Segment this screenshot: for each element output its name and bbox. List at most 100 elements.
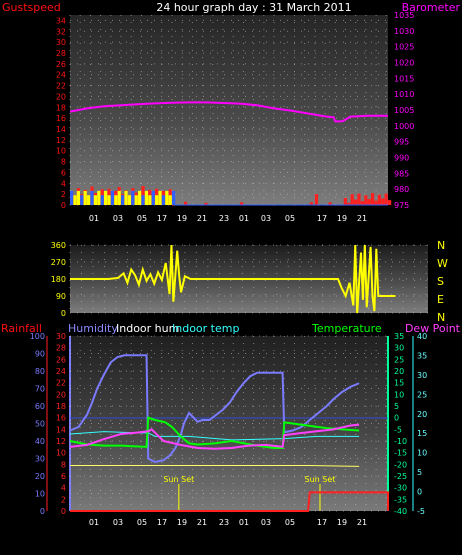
chart3-grid	[69, 335, 388, 512]
humidity-tick: 6	[61, 472, 66, 481]
humidity-tick: 18	[56, 402, 66, 411]
indoor-temp-line	[69, 431, 360, 441]
humidity-tick: 14	[56, 425, 66, 434]
gust-bar	[367, 199, 371, 205]
temperature-tick: 0	[394, 414, 399, 423]
temperature-tick: -25	[394, 472, 407, 481]
barometer-tick: 1030	[394, 27, 414, 36]
dew-point-tick: 25	[417, 390, 427, 399]
barometer-tick: 1025	[394, 43, 414, 52]
time-tick: 03	[113, 518, 123, 527]
barometer-tick: 980	[394, 185, 409, 194]
average-wind-bar	[138, 190, 142, 205]
rainfall-tick: 90	[35, 350, 45, 359]
gust-bar	[240, 202, 244, 205]
gust-bar	[370, 193, 375, 205]
dew-point-label: Dew Point	[405, 322, 461, 335]
gust-tick: 4	[61, 179, 66, 188]
dew-point-tick: 40	[417, 332, 427, 341]
temperature-tick: 5	[394, 402, 399, 411]
average-wind-bar	[144, 190, 149, 205]
average-wind-bar	[127, 195, 132, 205]
time-tick: 19	[177, 214, 187, 223]
dew-point-tick: 35	[417, 351, 427, 360]
wind-compass-tick: W	[437, 257, 448, 270]
dew-point-tick: 5	[417, 468, 422, 477]
humidity-tick: 2	[61, 495, 66, 504]
time-tick: 21	[197, 518, 207, 527]
gust-tick: 0	[61, 201, 66, 210]
average-wind-bar	[155, 195, 159, 205]
temperature-tick: 30	[394, 344, 404, 353]
barometer-tick: 975	[394, 201, 409, 210]
dew-point-line	[69, 423, 360, 450]
temperature-tick: 35	[394, 332, 404, 341]
humidity-tick: 0	[61, 507, 66, 516]
gust-bar	[360, 201, 364, 205]
gust-tick: 12	[56, 136, 66, 145]
dew-point-axis-ticks: -5 0 5 10 15 20 25 30 35 40	[417, 332, 427, 516]
gust-tick: 26	[56, 60, 66, 69]
dew-point-tick: 0	[417, 488, 422, 497]
barometer-tick: 990	[394, 154, 409, 163]
gust-bar	[350, 194, 354, 205]
rainfall-tick: 20	[35, 472, 45, 481]
gust-tick: 32	[56, 27, 66, 36]
average-wind-bar	[87, 195, 91, 205]
average-wind-bar	[104, 190, 108, 205]
average-wind-bar	[141, 195, 145, 205]
gust-bar	[183, 201, 188, 205]
temperature-label: Temperature	[311, 322, 382, 335]
time-tick: 17	[317, 214, 327, 223]
time-tick: 17	[317, 518, 327, 527]
time-tick: 21	[197, 214, 207, 223]
average-wind-bar	[131, 190, 135, 205]
gust-tick: 24	[56, 71, 66, 80]
humidity-tick: 26	[56, 355, 66, 364]
average-wind-bar	[124, 190, 128, 205]
gust-bar	[314, 194, 319, 205]
gust-bar	[309, 202, 313, 205]
humidity-tick: 22	[56, 379, 66, 388]
wind-compass-tick: S	[437, 275, 444, 288]
humidity-tick: 12	[56, 437, 66, 446]
gust-tick: 20	[56, 92, 66, 101]
average-wind-bar	[90, 190, 94, 205]
temperature-tick: 20	[394, 367, 404, 376]
rainfall-tick: 30	[35, 455, 45, 464]
humidity-tick: 28	[56, 344, 66, 353]
chart2-grid	[69, 244, 428, 314]
rainfall-tick: 50	[35, 420, 45, 429]
rainfall-tick: 40	[35, 437, 45, 446]
wind-degree-tick: 270	[51, 258, 66, 267]
average-wind-bar	[110, 190, 115, 205]
gust-bar	[353, 199, 358, 205]
rainfall-tick: 60	[35, 402, 45, 411]
wind-degree-tick: 180	[51, 275, 66, 284]
time-tick: 05	[137, 518, 147, 527]
humidity-tick: 24	[56, 367, 66, 376]
average-wind-bar	[151, 190, 155, 205]
gust-tick: 10	[56, 147, 66, 156]
temperature-tick: -40	[394, 507, 407, 516]
barometer-tick: 1010	[394, 90, 414, 99]
temperature-tick: -35	[394, 495, 407, 504]
gust-bar	[377, 194, 381, 205]
gust-bar	[357, 193, 361, 205]
indoor-temp-label: Indoor temp	[172, 322, 239, 335]
gust-tick: 22	[56, 82, 66, 91]
humidity-label: Humidity	[68, 322, 118, 335]
wind-compass-tick: N	[437, 239, 445, 252]
chart3-series: Sun Set Sun Set	[69, 354, 389, 512]
time-tick: 19	[337, 518, 347, 527]
rainfall-line	[70, 491, 389, 512]
temperature-tick: -5	[394, 425, 402, 434]
barometer-tick: 985	[394, 169, 409, 178]
average-wind-bar	[76, 190, 81, 205]
time-tick: 23	[219, 214, 229, 223]
time-tick: 03	[113, 214, 123, 223]
